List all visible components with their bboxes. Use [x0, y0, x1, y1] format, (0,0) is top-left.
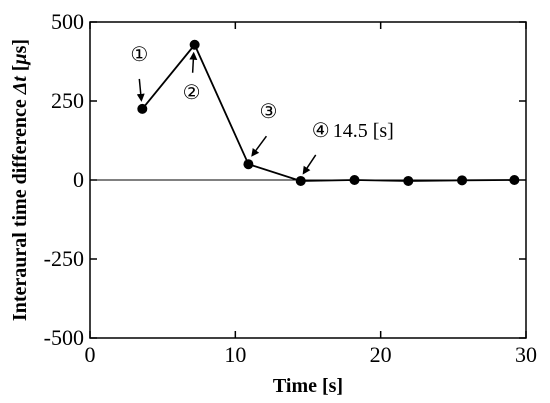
x-tick-label: 30: [515, 342, 537, 367]
data-point: [403, 175, 414, 186]
x-tick-label: 20: [370, 342, 392, 367]
x-tick-label: 10: [224, 342, 246, 367]
data-point: [243, 159, 254, 170]
y-axis-label: Interaural time difference Δt [μs]: [9, 39, 31, 321]
data-point: [509, 175, 520, 185]
annotation-marker: ②: [183, 82, 201, 104]
y-tick-label: 250: [51, 88, 84, 113]
annotation-text: 14.5 [s]: [333, 120, 394, 142]
y-axis-label-part: [: [9, 65, 31, 77]
annotation-arrow: [302, 154, 317, 175]
x-axis-ticks: 0 10 20 30: [85, 22, 537, 367]
series-line: [141, 43, 515, 182]
data-point: [457, 175, 468, 186]
annotation-marker: ①: [130, 44, 148, 66]
y-tick-label: 0: [73, 167, 84, 192]
y-axis-label-part: Interaural time difference: [9, 94, 31, 321]
data-point: [137, 103, 148, 114]
data-point: [349, 175, 360, 185]
annotation-marker: ④: [312, 120, 330, 142]
y-axis-label-part: s]: [9, 39, 31, 53]
y-axis-label-unit-symbol: μ: [9, 53, 31, 65]
annotation-arrow: [136, 78, 145, 102]
annotations: ① ② ③ ④ 14.5 [s]: [130, 44, 394, 175]
y-tick-label: -500: [44, 325, 84, 350]
data-point: [189, 39, 200, 50]
y-tick-label: -250: [44, 246, 84, 271]
data-point: [295, 175, 306, 186]
annotation-arrow: [251, 135, 268, 157]
annotation-arrow: [189, 51, 198, 73]
annotation-marker: ③: [259, 101, 277, 123]
x-tick-label: 0: [85, 342, 96, 367]
x-axis-label: Time [s]: [273, 375, 343, 397]
y-axis-label-symbol: Δt: [9, 75, 31, 96]
series-points: [137, 39, 520, 186]
y-tick-label: 500: [51, 9, 84, 34]
